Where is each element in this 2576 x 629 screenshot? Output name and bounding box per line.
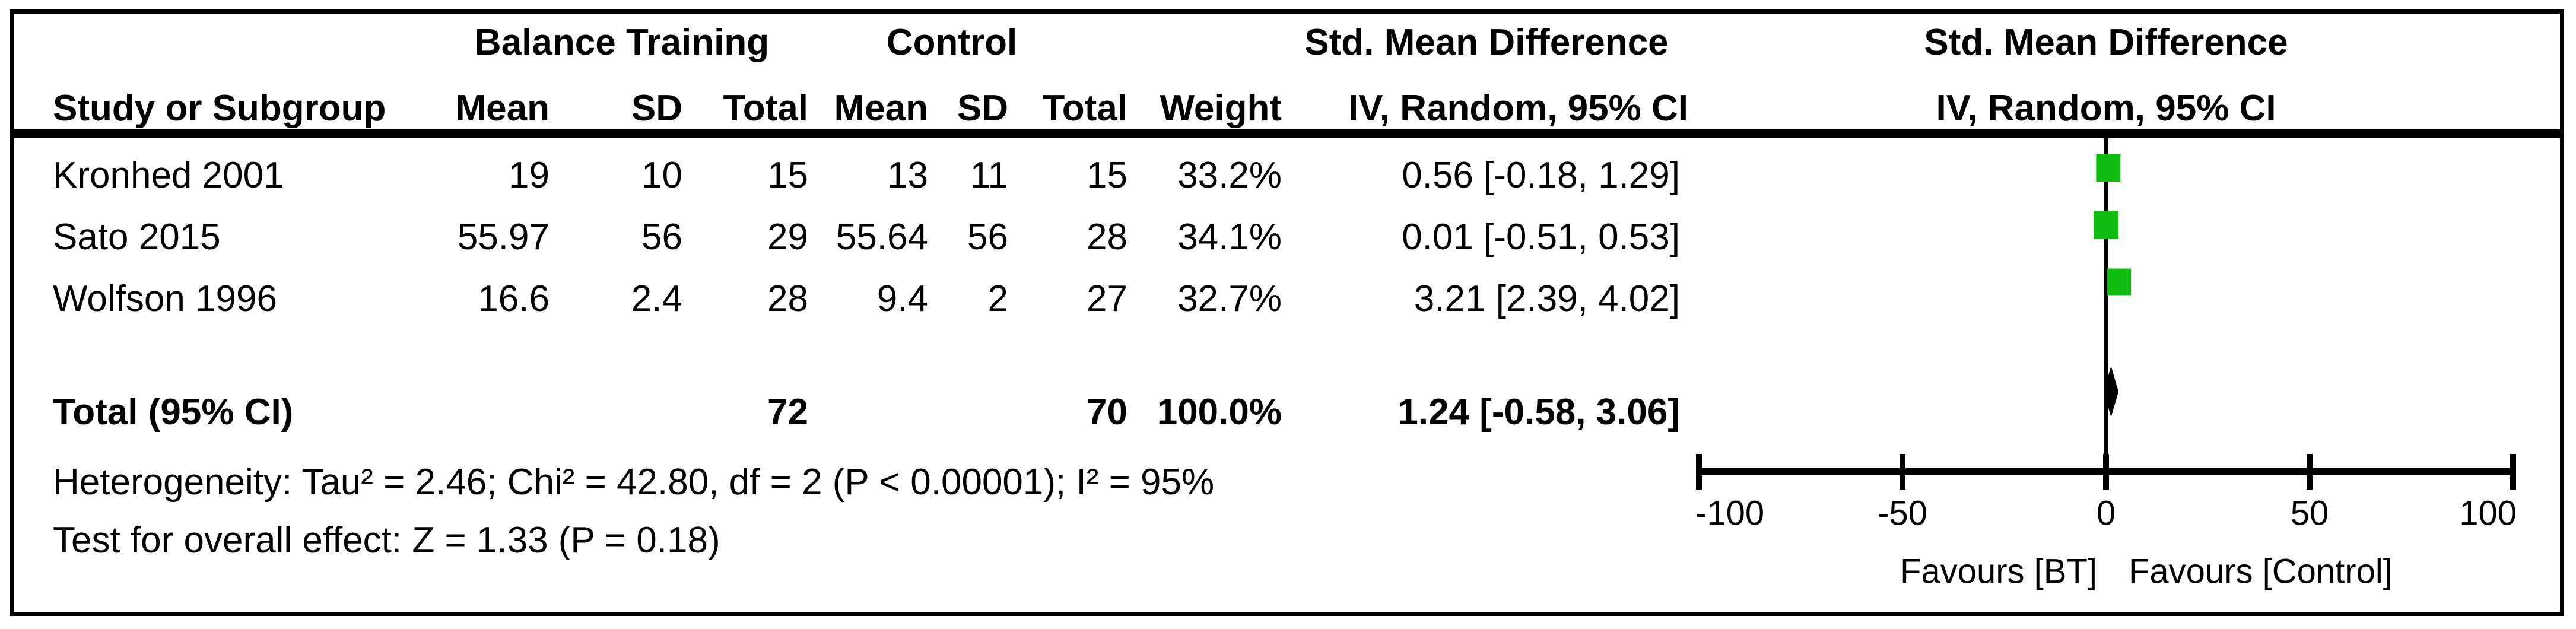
header-rule xyxy=(10,129,2564,138)
total-bt: 72 xyxy=(767,392,808,433)
row-sd-bt: 10 xyxy=(641,155,682,196)
col-header-total-c: Total xyxy=(1042,88,1128,129)
row-weight: 33.2% xyxy=(1177,155,1282,196)
row-total-bt: 15 xyxy=(767,155,808,196)
row-sd-bt: 56 xyxy=(641,217,682,258)
col-header-mean-bt: Mean xyxy=(455,88,549,129)
x-axis-label-right: Favours [Control] xyxy=(2129,552,2393,591)
group-header-control: Control xyxy=(886,22,1018,63)
row-total-c: 27 xyxy=(1087,278,1127,319)
row-smd-ci: 0.01 [-0.51, 0.53] xyxy=(1402,217,1680,258)
x-axis-tick-label: 0 xyxy=(2097,494,2116,533)
row-sd-bt: 2.4 xyxy=(631,278,682,319)
row-sd-c: 11 xyxy=(970,155,1008,196)
row-mean-bt: 55.97 xyxy=(457,217,549,258)
group-header-smd-plot: Std. Mean Difference xyxy=(1924,22,2288,63)
group-header-smd-table: Std. Mean Difference xyxy=(1304,22,1669,63)
total-smd-ci: 1.24 [-0.58, 3.06] xyxy=(1397,392,1680,433)
col-header-iv-plot: IV, Random, 95% CI xyxy=(1936,88,2276,129)
col-header-study: Study or Subgroup xyxy=(53,88,386,129)
row-total-c: 15 xyxy=(1087,155,1127,196)
x-axis-label-left: Favours [BT] xyxy=(1900,552,2097,591)
row-total-bt: 28 xyxy=(767,278,808,319)
figure-border xyxy=(10,9,2564,616)
row-mean-c: 9.4 xyxy=(876,278,928,319)
heterogeneity-note: Heterogeneity: Tau² = 2.46; Chi² = 42.80… xyxy=(53,462,1215,503)
row-smd-ci: 3.21 [2.39, 4.02] xyxy=(1414,278,1680,319)
study-marker xyxy=(2107,268,2132,296)
row-mean-c: 55.64 xyxy=(836,217,928,258)
row-study-name: Sato 2015 xyxy=(53,217,221,258)
study-marker xyxy=(2096,154,2121,182)
row-sd-c: 2 xyxy=(987,278,1008,319)
study-marker xyxy=(2094,211,2119,239)
total-diamond xyxy=(2104,366,2118,417)
row-mean-bt: 16.6 xyxy=(478,278,549,319)
row-weight: 34.1% xyxy=(1177,217,1282,258)
col-header-mean-c: Mean xyxy=(834,88,928,129)
row-total-c: 28 xyxy=(1087,217,1127,258)
row-mean-c: 13 xyxy=(887,155,928,196)
overall-effect-note: Test for overall effect: Z = 1.33 (P = 0… xyxy=(53,520,720,561)
row-study-name: Wolfson 1996 xyxy=(53,278,277,319)
x-axis-tick-label: 100 xyxy=(2459,494,2517,533)
total-weight: 100.0% xyxy=(1157,392,1282,433)
row-smd-ci: 0.56 [-0.18, 1.29] xyxy=(1402,155,1680,196)
x-axis-tick-label: 50 xyxy=(2291,494,2329,533)
row-sd-c: 56 xyxy=(967,217,1008,258)
col-header-sd-bt: SD xyxy=(631,88,682,129)
row-mean-bt: 19 xyxy=(509,155,549,196)
row-weight: 32.7% xyxy=(1177,278,1282,319)
col-header-total-bt: Total xyxy=(723,88,809,129)
col-header-sd-c: SD xyxy=(957,88,1008,129)
total-c: 70 xyxy=(1087,392,1127,433)
col-header-iv-table: IV, Random, 95% CI xyxy=(1348,88,1688,129)
col-header-weight: Weight xyxy=(1160,88,1282,129)
row-study-name: Kronhed 2001 xyxy=(53,155,284,196)
row-total-bt: 29 xyxy=(767,217,808,258)
x-axis-tick-label: -100 xyxy=(1695,494,1764,533)
total-label: Total (95% CI) xyxy=(53,392,294,433)
group-header-balance-training: Balance Training xyxy=(474,22,770,63)
x-axis-tick-label: -50 xyxy=(1878,494,1927,533)
